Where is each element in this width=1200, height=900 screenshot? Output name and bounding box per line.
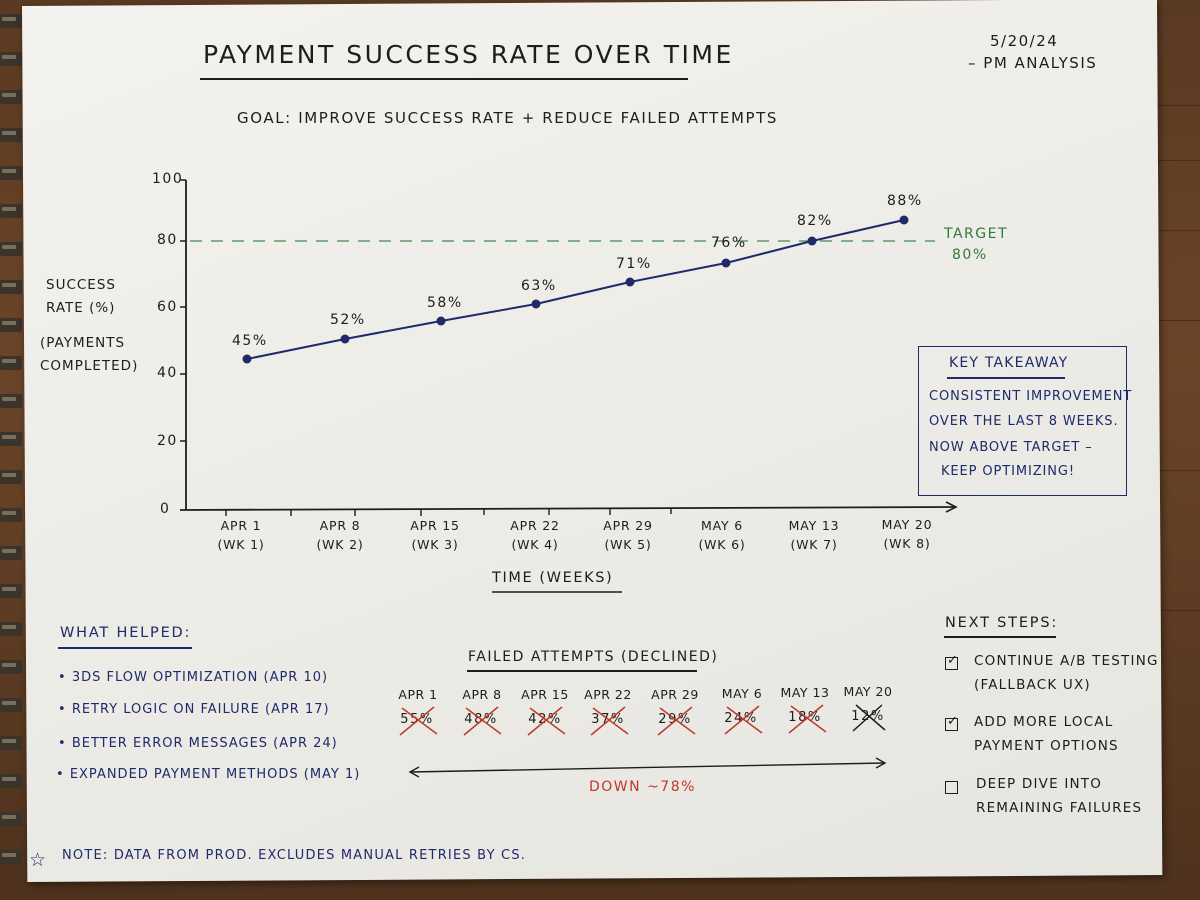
- checkbox-checked[interactable]: ✓: [945, 714, 958, 731]
- wood-grain: [1140, 610, 1200, 611]
- checkmark-icon: ✓: [947, 714, 958, 729]
- key-takeaway-line: over the last 8 weeks.: [929, 414, 1119, 429]
- what-helped-item: • Retry logic on failure (Apr 17): [58, 702, 330, 717]
- wood-grain: [1140, 105, 1200, 106]
- wood-grain: [1140, 230, 1200, 231]
- next-step-label: (fallback UX): [974, 677, 1091, 693]
- wood-grain: [1140, 320, 1200, 321]
- failed-date: Apr 29: [651, 687, 699, 702]
- next-step-label: payment options: [974, 738, 1119, 754]
- y-tick-80: 80: [157, 232, 178, 248]
- checkbox-unchecked[interactable]: [945, 781, 958, 794]
- author-label: – PM Analysis: [968, 54, 1098, 72]
- failed-date: Apr 8: [462, 687, 502, 702]
- next-step-item[interactable]: [945, 779, 958, 798]
- x-tick-label: Apr 1 (Wk 1): [217, 518, 265, 552]
- failed-value: 12%: [851, 709, 885, 724]
- checkmark-icon: ✓: [947, 653, 958, 668]
- target-label: Target: [944, 226, 1009, 242]
- y-axis-label-line2: Rate (%): [46, 300, 116, 316]
- x-tick-label: May 13 (Wk 7): [788, 518, 840, 552]
- key-takeaway-title: Key Takeaway: [949, 355, 1069, 371]
- goal-subtitle: Goal: Improve success rate + reduce fail…: [237, 109, 779, 127]
- x-tick-label: Apr 8 (Wk 2): [316, 518, 364, 552]
- what-helped-item: • 3DS flow optimization (Apr 10): [58, 670, 329, 685]
- next-step-label: Continue A/B testing: [974, 653, 1159, 669]
- y-tick-100: 100: [152, 171, 184, 187]
- failed-date: May 20: [843, 684, 893, 699]
- failed-date: May 6: [721, 686, 763, 701]
- y-axis-label-line4: Completed): [40, 358, 139, 374]
- point-label: 82%: [797, 213, 833, 229]
- y-tick-20: 20: [157, 433, 178, 449]
- x-tick-label: Apr 22 (Wk 4): [510, 518, 560, 552]
- what-helped-item: • Expanded payment methods (May 1): [56, 767, 361, 782]
- footer-note: Note: Data from prod. Excludes manual re…: [62, 848, 527, 863]
- point-label: 63%: [521, 278, 557, 294]
- next-step-item[interactable]: ✓: [945, 714, 958, 735]
- point-label: 45%: [232, 333, 268, 349]
- checkbox-checked[interactable]: ✓: [945, 653, 958, 670]
- next-steps-title: Next steps:: [945, 615, 1059, 631]
- y-tick-0: 0: [160, 501, 171, 517]
- y-tick-40: 40: [157, 365, 178, 381]
- what-helped-underline: [58, 647, 192, 649]
- next-step-label: Add more local: [974, 714, 1114, 730]
- key-takeaway-line: Now above target –: [929, 440, 1093, 455]
- y-tick-60: 60: [157, 299, 178, 315]
- point-label: 71%: [616, 256, 652, 272]
- x-axis-title: Time (weeks): [492, 570, 614, 586]
- next-steps-underline: [944, 636, 1056, 638]
- key-takeaway-line: keep optimizing!: [941, 464, 1075, 479]
- point-label: 76%: [711, 235, 747, 251]
- failed-date: May 13: [780, 685, 830, 700]
- key-takeaway-box: Key Takeaway Consistent improvement over…: [918, 346, 1131, 496]
- next-step-item[interactable]: ✓: [945, 653, 958, 674]
- what-helped-title: What helped:: [60, 625, 192, 641]
- failed-attempts-summary: Down ~78%: [589, 779, 696, 795]
- x-tick-label: May 6 (Wk 6): [698, 518, 746, 552]
- point-label: 58%: [427, 295, 463, 311]
- failed-attempts-title: Failed Attempts (Declined): [468, 649, 719, 665]
- what-helped-item: • Better error messages (Apr 24): [58, 736, 338, 751]
- key-takeaway-underline: [947, 377, 1065, 379]
- wood-grain: [1140, 160, 1200, 161]
- x-tick-label: Apr 29 (Wk 5): [603, 518, 653, 552]
- x-tick-label: Apr 15 (Wk 3): [410, 518, 460, 552]
- point-label: 52%: [330, 312, 366, 328]
- failed-date: Apr 1: [398, 687, 438, 702]
- failed-date: Apr 22: [584, 687, 632, 702]
- next-step-label: Deep dive into: [976, 776, 1103, 792]
- title-underline: [200, 78, 688, 80]
- y-axis-label-line1: Success: [46, 277, 116, 293]
- next-step-label: remaining failures: [976, 800, 1143, 816]
- page-title: Payment Success Rate over Time: [203, 40, 734, 69]
- failed-date: Apr 15: [521, 687, 569, 702]
- star-icon: ☆: [29, 849, 47, 871]
- wood-grain: [1140, 470, 1200, 471]
- target-value: 80%: [952, 247, 988, 263]
- failed-attempts-underline: [467, 670, 697, 672]
- date-label: 5/20/24: [990, 32, 1059, 50]
- key-takeaway-line: Consistent improvement: [929, 389, 1133, 404]
- point-label: 88%: [887, 193, 923, 209]
- x-tick-label: May 20 (Wk 8): [881, 517, 933, 551]
- y-axis-label-line3: (Payments: [40, 335, 126, 351]
